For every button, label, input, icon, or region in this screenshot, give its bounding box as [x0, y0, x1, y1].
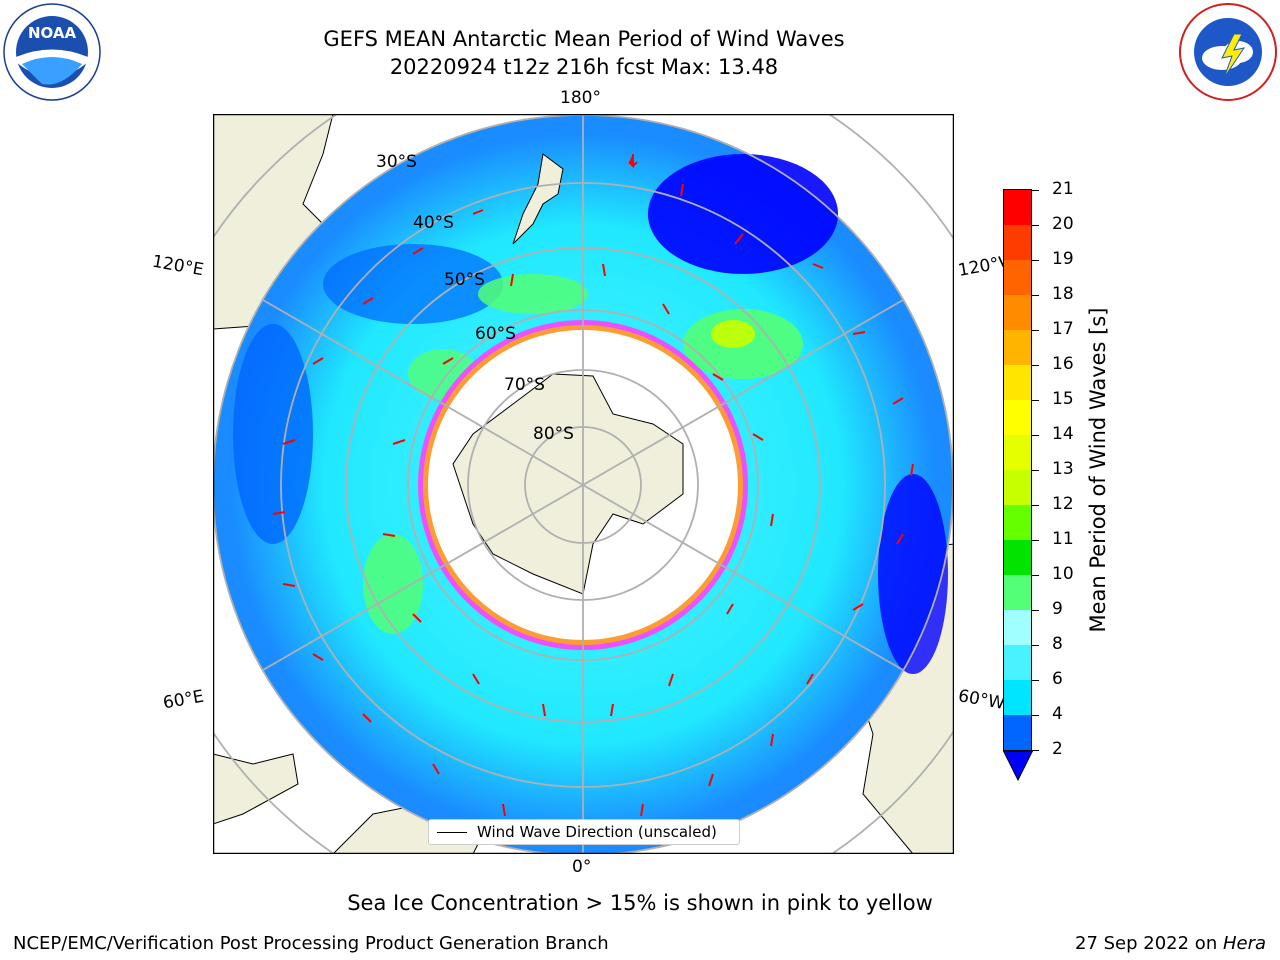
colorbar-tick-label: 10 — [1052, 564, 1074, 584]
colorbar-tick — [1032, 295, 1039, 296]
antarctica-land — [452, 373, 684, 595]
colorbar-tick-label: 16 — [1052, 354, 1074, 374]
colorbar-segment — [1004, 470, 1031, 505]
colorbar-tick — [1032, 750, 1039, 751]
lon-label-0: 0° — [572, 857, 592, 877]
colorbar-segment — [1004, 365, 1031, 400]
colorbar-tick — [1032, 610, 1039, 611]
colorbar-segment — [1004, 505, 1031, 540]
colorbar-segment — [1004, 645, 1031, 680]
colorbar-tick — [1032, 365, 1039, 366]
colorbar — [1003, 189, 1032, 751]
colorbar-tick — [1032, 715, 1039, 716]
nws-logo — [1179, 3, 1277, 101]
colorbar-tick — [1032, 680, 1039, 681]
lon-label-60e: 60°E — [161, 686, 206, 714]
colorbar-tick-label: 18 — [1052, 284, 1074, 304]
colorbar-tick-label: 15 — [1052, 389, 1074, 409]
colorbar-segment — [1004, 260, 1031, 295]
colorbar-tick — [1032, 505, 1039, 506]
chart-subtitle: 20220924 t12z 216h fcst Max: 13.48 — [389, 55, 779, 79]
legend-label: Wind Wave Direction (unscaled) — [477, 823, 717, 841]
lat-label-30s: 30°S — [376, 152, 417, 172]
lat-label-80s: 80°S — [533, 424, 574, 444]
colorbar-segment — [1004, 610, 1031, 645]
lat-label-60s: 60°S — [475, 324, 516, 344]
colorbar-tick-label: 12 — [1052, 494, 1074, 514]
colorbar-tick — [1032, 190, 1039, 191]
colorbar-segment — [1004, 400, 1031, 435]
svg-text:NOAA: NOAA — [28, 24, 77, 42]
colorbar-segment — [1004, 190, 1031, 225]
colorbar-tick — [1032, 330, 1039, 331]
colorbar-segment — [1004, 575, 1031, 610]
noaa-logo: NOAA — [3, 3, 101, 101]
lat-label-50s: 50°S — [444, 270, 485, 290]
legend-line — [437, 832, 467, 833]
colorbar-tick — [1032, 645, 1039, 646]
colorbar-tick-label: 6 — [1052, 669, 1063, 689]
colorbar-tick-label: 19 — [1052, 249, 1074, 269]
colorbar-segment — [1004, 680, 1031, 715]
colorbar-tick-label: 21 — [1052, 179, 1074, 199]
colorbar-tick-label: 17 — [1052, 319, 1074, 339]
footer-date-text: 27 Sep 2022 on — [1075, 933, 1223, 954]
colorbar-tick-label: 9 — [1052, 599, 1063, 619]
map-legend: Wind Wave Direction (unscaled) — [428, 819, 740, 845]
colorbar-tick-label: 11 — [1052, 529, 1074, 549]
colorbar-segment — [1004, 540, 1031, 575]
colorbar-tick — [1032, 260, 1039, 261]
africa-land — [213, 753, 299, 825]
lat-label-40s: 40°S — [413, 213, 454, 233]
colorbar-tick — [1032, 470, 1039, 471]
colorbar-tick-label: 8 — [1052, 634, 1063, 654]
lat-label-70s: 70°S — [504, 375, 545, 395]
colorbar-tick — [1032, 575, 1039, 576]
lon-label-60w: 60°W — [956, 686, 1007, 714]
lon-label-180: 180° — [560, 88, 601, 108]
colorbar-tick — [1032, 540, 1039, 541]
footer-host: Hera — [1222, 933, 1266, 954]
colorbar-tick — [1032, 435, 1039, 436]
footer-credit: NCEP/EMC/Verification Post Processing Pr… — [13, 933, 609, 954]
colorbar-title: Mean Period of Wind Waves [s] — [1086, 307, 1110, 633]
colorbar-tick — [1032, 225, 1039, 226]
footer-date: 27 Sep 2022 on Hera — [1075, 933, 1266, 954]
new-zealand-land — [512, 153, 564, 245]
colorbar-tick-label: 13 — [1052, 459, 1074, 479]
colorbar-segment — [1004, 435, 1031, 470]
colorbar-tick — [1032, 400, 1039, 401]
colorbar-tick-label: 14 — [1052, 424, 1074, 444]
chart-title: GEFS MEAN Antarctic Mean Period of Wind … — [323, 27, 845, 51]
colorbar-tick-label: 4 — [1052, 704, 1063, 724]
colorbar-segment — [1004, 295, 1031, 330]
colorbar-under-arrow — [1003, 751, 1033, 781]
lon-label-120e: 120°E — [150, 251, 206, 281]
colorbar-tick-label: 2 — [1052, 739, 1063, 759]
colorbar-segment — [1004, 225, 1031, 260]
sea-ice-caption: Sea Ice Concentration > 15% is shown in … — [347, 891, 933, 915]
colorbar-segment — [1004, 715, 1031, 750]
colorbar-tick-label: 20 — [1052, 214, 1074, 234]
colorbar-segment — [1004, 330, 1031, 365]
polar-map — [213, 114, 954, 854]
